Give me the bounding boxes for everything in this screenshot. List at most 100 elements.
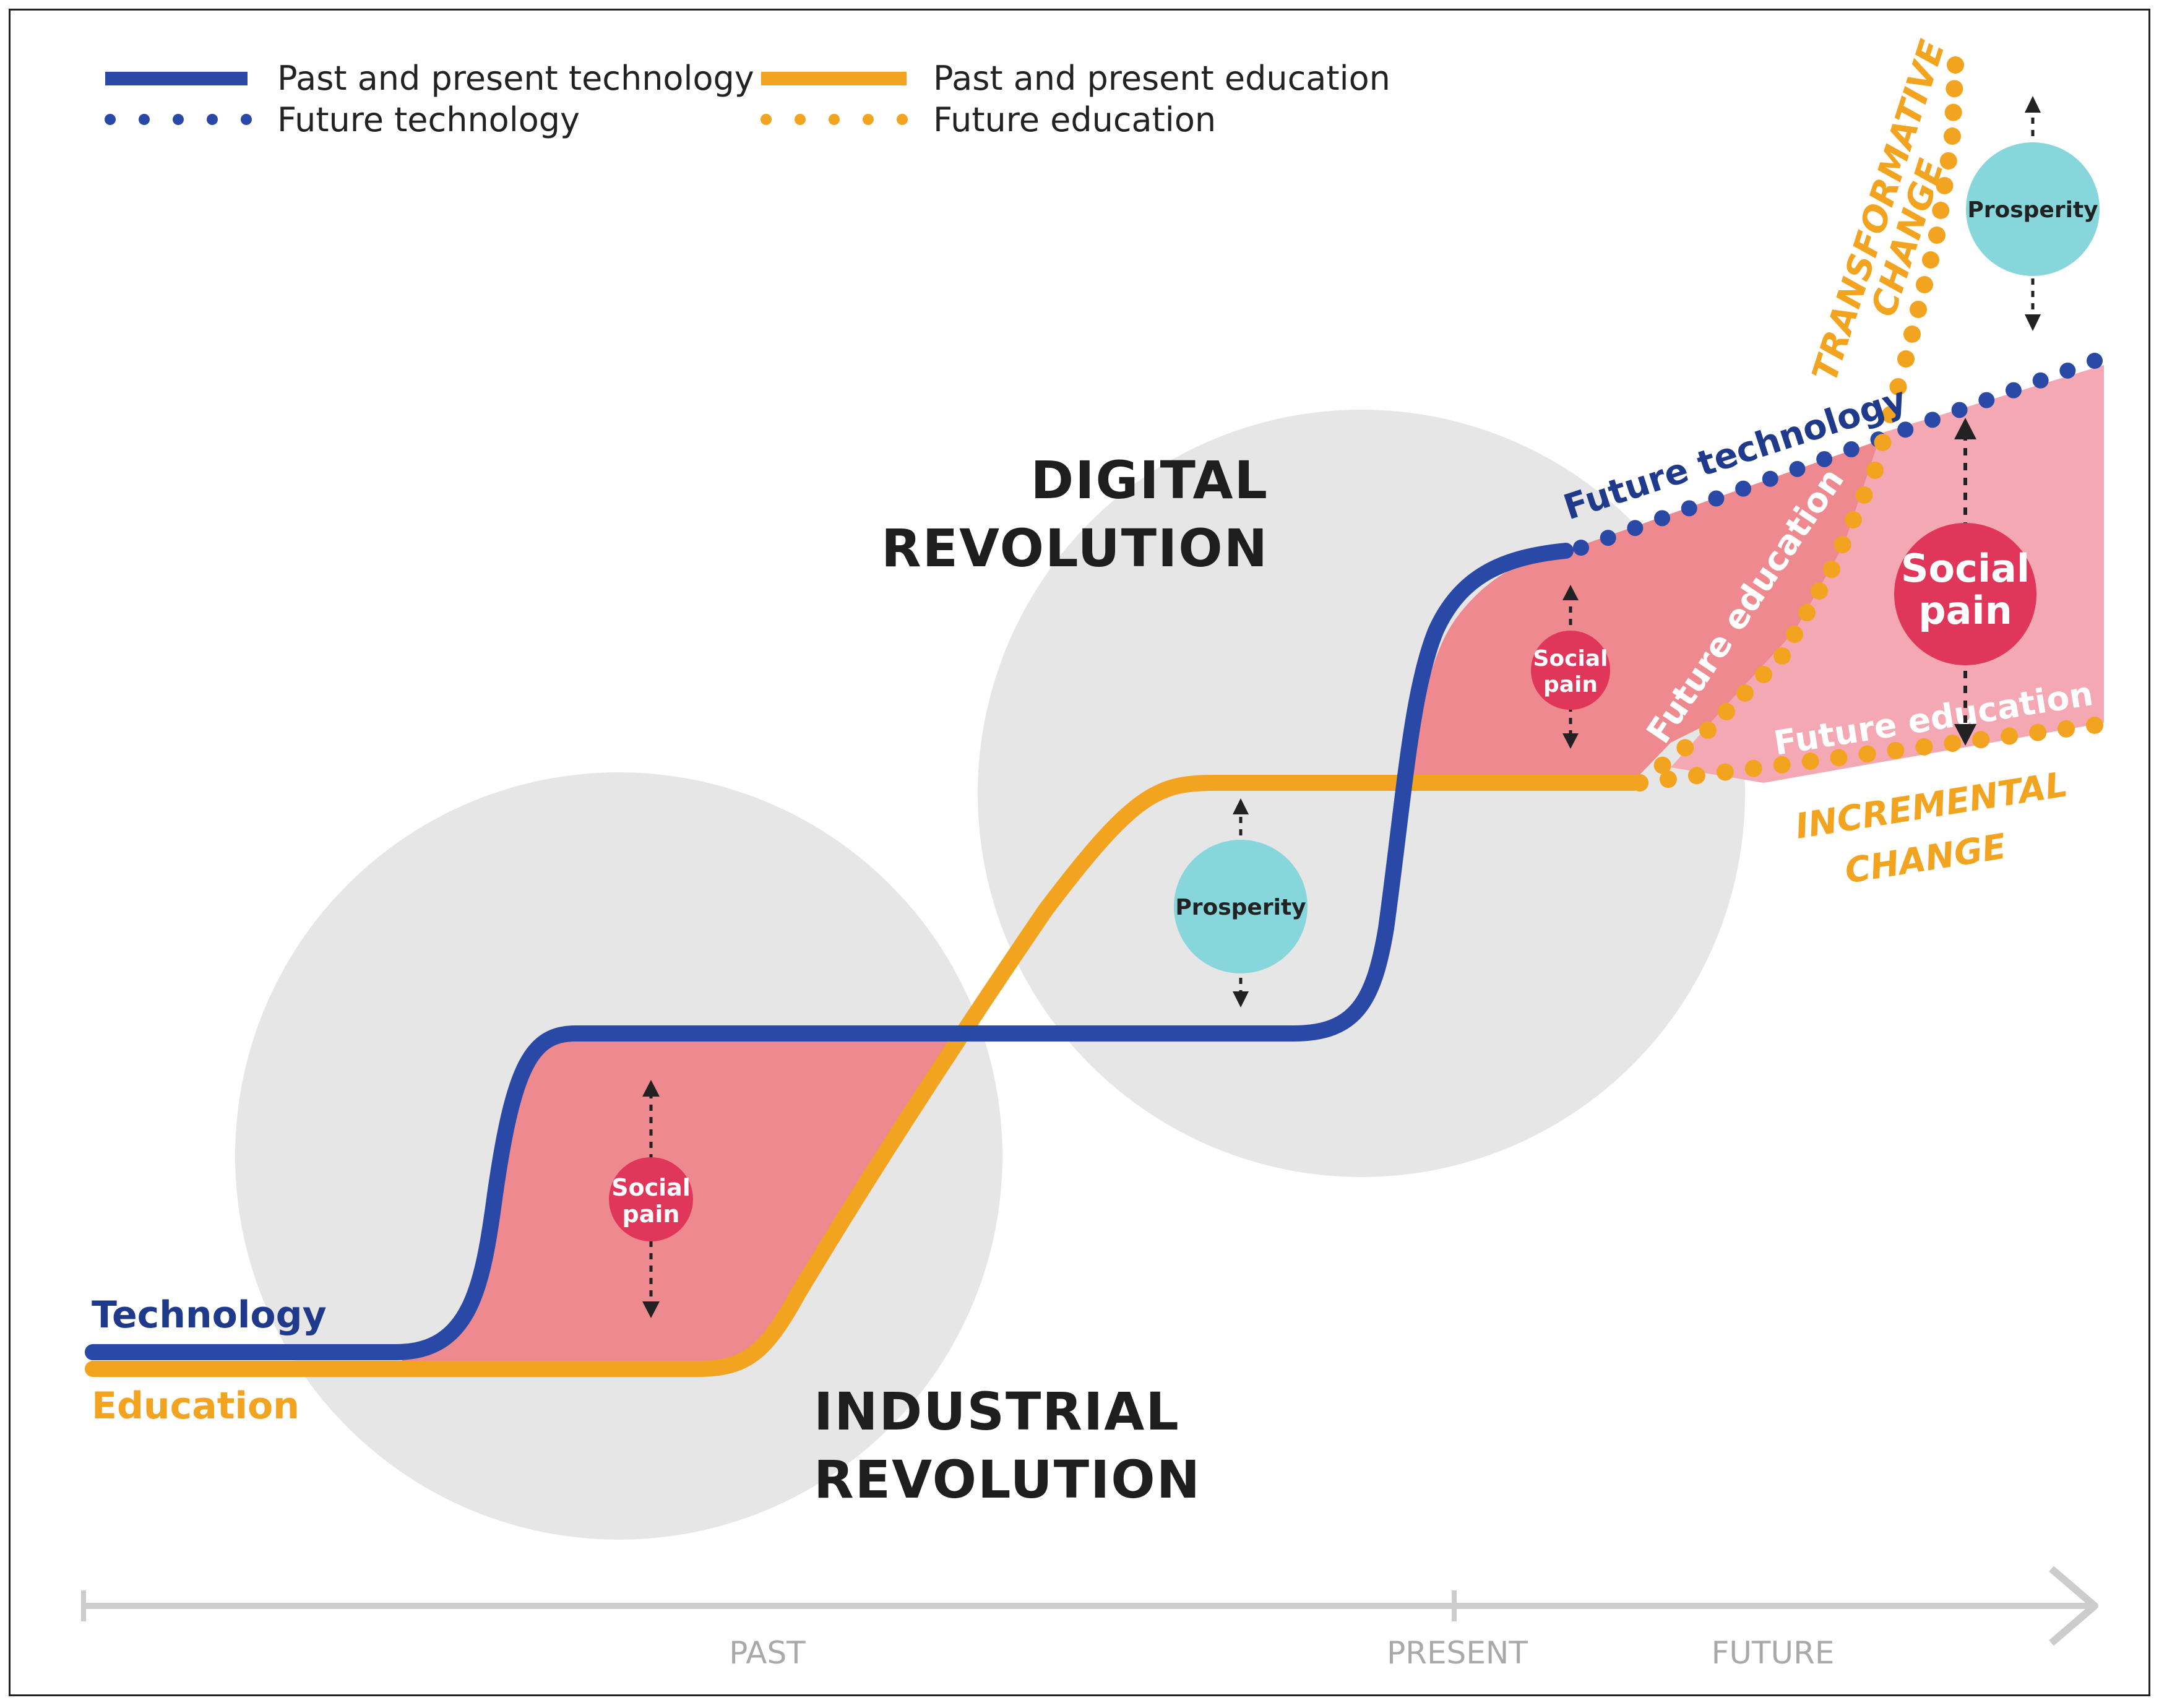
- legend-future-tech-label: Future technology: [277, 100, 580, 139]
- future-education-steep-dot: [1718, 703, 1735, 720]
- future-education-steep-dot: [1699, 722, 1717, 739]
- future-education-steep-dot: [1676, 739, 1694, 757]
- future-education-flat-dot: [2086, 717, 2103, 734]
- future-education-steep-dot: [1882, 406, 1899, 423]
- future-education-flat-dot: [2029, 723, 2047, 741]
- future-education-flat-dot: [1716, 763, 1734, 781]
- legend-future-tech-swatch: [105, 114, 252, 125]
- future-education-steep-dot: [1936, 177, 1954, 194]
- education-line: [85, 775, 1642, 1377]
- future-education-steep-dot: [1855, 486, 1873, 504]
- future-education-steep-dot: [1773, 647, 1791, 665]
- future-education-flat-dot: [1915, 738, 1933, 756]
- svg-text:pain: pain: [1918, 588, 2012, 633]
- future-education-flat-dot: [2058, 720, 2075, 738]
- future-technology-dot: [1708, 490, 1725, 507]
- future-technology-dot: [1897, 421, 1914, 438]
- prosperity-indicator-2: Prosperity: [1966, 96, 2100, 331]
- future-technology-dot: [2087, 353, 2103, 369]
- industrial-revolution-title-line2: REVOLUTION: [814, 1449, 1201, 1510]
- education-label: Education: [92, 1384, 300, 1428]
- social-pain-indicator-2: Social pain: [1531, 585, 1610, 749]
- future-education-flat-dot: [1631, 774, 1648, 791]
- svg-text:pain: pain: [623, 1201, 680, 1228]
- future-technology-dot: [1843, 441, 1859, 458]
- outer-frame: [9, 9, 2150, 1696]
- future-technology-dot: [1816, 451, 1833, 467]
- future-technology-dot: [2059, 362, 2076, 379]
- future-education-steep-dot: [1932, 202, 1950, 219]
- future-education-flat-dot: [1659, 770, 1677, 788]
- digital-revolution-title-line2: REVOLUTION: [881, 518, 1269, 579]
- future-education-steep-dot: [1866, 462, 1884, 479]
- social-pain-indicator-1: Social pain: [609, 1080, 693, 1318]
- future-education-steep-dot: [1845, 511, 1862, 528]
- svg-text:Social: Social: [611, 1174, 691, 1201]
- future-technology-dot: [1951, 402, 1968, 418]
- future-education-flat-dot: [1744, 759, 1762, 777]
- digital-revolution-title-line1: DIGITAL: [1031, 450, 1269, 511]
- timeline-present-label: PRESENT: [1387, 1635, 1528, 1671]
- legend-future-edu-label: Future education: [933, 100, 1216, 139]
- future-education-flat-dot: [2001, 727, 2019, 745]
- future-education-steep-dot: [1916, 276, 1933, 293]
- svg-text:Prosperity: Prosperity: [1175, 895, 1306, 920]
- technology-line: [85, 543, 1574, 1360]
- future-education-flat-dotted-line: [1631, 717, 2103, 791]
- legend-past-tech-label: Past and present technology: [277, 59, 754, 98]
- future-education-steep-dot: [1897, 350, 1915, 368]
- future-education-steep-dot: [1928, 226, 1946, 244]
- future-education-flat-dot: [1687, 767, 1705, 785]
- future-technology-dot: [1573, 540, 1589, 556]
- future-technology-dot: [1735, 480, 1752, 497]
- future-education-steep-dot: [1786, 626, 1803, 643]
- future-education-steep-dot: [1910, 301, 1927, 318]
- future-technology-dot: [2005, 382, 2022, 399]
- future-technology-dot: [1681, 500, 1697, 517]
- future-technology-dot: [1789, 460, 1806, 477]
- future-education-steep-dot: [1944, 103, 1962, 121]
- future-education-steep-dot: [1944, 127, 1961, 145]
- future-education-flat-dot: [1944, 735, 1962, 753]
- future-education-flat-dot: [1801, 753, 1819, 770]
- svg-text:Prosperity: Prosperity: [1967, 197, 2098, 223]
- future-education-steep-dot: [1946, 80, 1963, 98]
- future-technology-dot: [1924, 412, 1941, 428]
- future-education-steep-dot: [1811, 582, 1828, 600]
- legend-future-edu-swatch: [761, 114, 908, 125]
- future-education-flat-dot: [1887, 741, 1905, 759]
- future-education-steep-dot: [1798, 604, 1816, 621]
- future-technology-dot: [2032, 372, 2049, 389]
- future-education-steep-dot: [1947, 56, 1964, 74]
- svg-text:Social: Social: [1901, 546, 2030, 591]
- future-education-flat-dot: [1972, 731, 1990, 749]
- future-education-steep-dot: [1834, 536, 1851, 553]
- social-pain-indicator-3: Social pain: [1894, 418, 2036, 746]
- future-education-steep-dot: [1755, 666, 1772, 683]
- future-education-steep-dot: [1939, 152, 1957, 170]
- svg-text:pain: pain: [1543, 672, 1598, 697]
- timeline-future-label: FUTURE: [1712, 1635, 1835, 1671]
- future-education-steep-dot: [1823, 561, 1840, 578]
- future-education-steep-dot: [1903, 326, 1921, 343]
- industrial-revolution-title-line1: INDUSTRIAL: [814, 1381, 1180, 1442]
- future-education-steep-dot: [1874, 434, 1892, 451]
- future-technology-dot: [1978, 392, 1995, 408]
- future-education-flat-dot: [1830, 749, 1848, 767]
- technology-label: Technology: [92, 1293, 327, 1337]
- social-pain-area-2: [1411, 433, 1900, 781]
- future-technology-dot: [1654, 510, 1671, 527]
- timeline-arrowhead: [2049, 1566, 2098, 1646]
- future-education-steep-dot: [1889, 378, 1907, 395]
- future-education-steep-dot: [1736, 684, 1754, 702]
- future-education-flat-dot: [1858, 745, 1876, 763]
- prosperity-indicator-1: Prosperity: [1174, 798, 1308, 1007]
- future-education-steep-dot: [1922, 251, 1939, 269]
- future-technology-dot: [1762, 470, 1778, 487]
- future-technology-dot: [1627, 520, 1644, 537]
- future-education-steep-dot: [1653, 756, 1671, 774]
- future-education-flat-dot: [1773, 756, 1791, 774]
- future-technology-dot: [1600, 530, 1616, 546]
